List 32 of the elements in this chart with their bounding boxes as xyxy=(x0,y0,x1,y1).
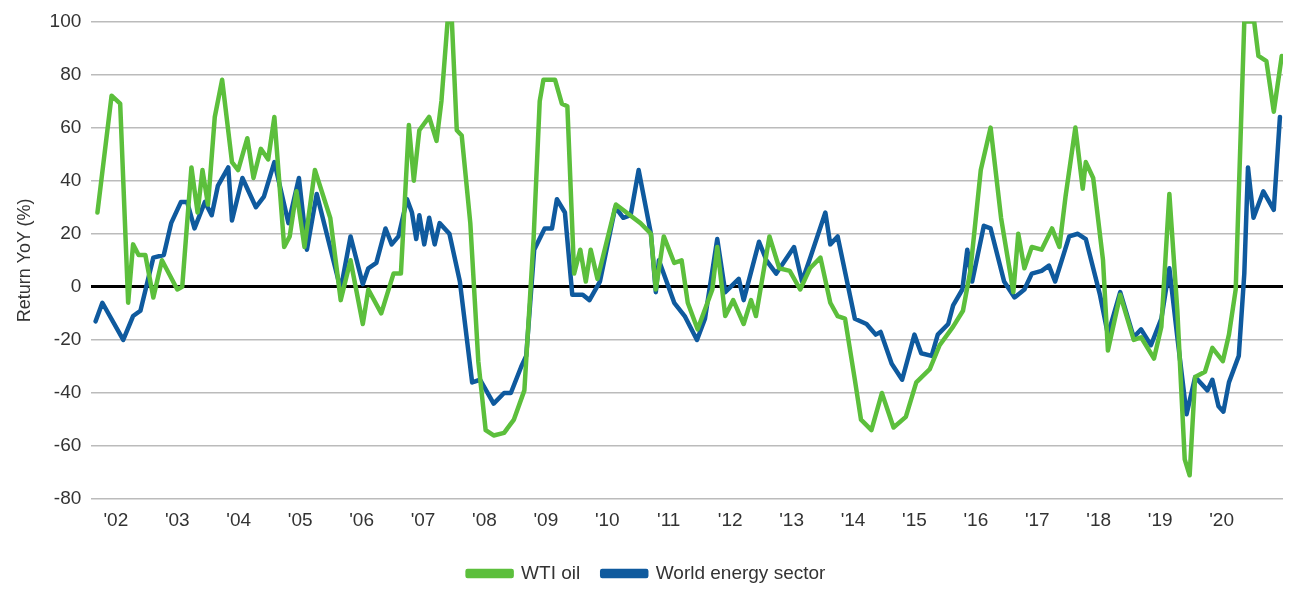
y-axis-title: Return YoY (%) xyxy=(13,198,34,323)
y-tick-label: 20 xyxy=(60,221,82,243)
y-tick-label: 40 xyxy=(60,168,82,190)
y-tick-label: 80 xyxy=(60,62,82,84)
y-tick-label: -20 xyxy=(53,328,82,350)
x-tick-label: '14 xyxy=(840,508,866,530)
y-tick-label: 0 xyxy=(70,275,82,297)
y-tick-label: -40 xyxy=(53,381,82,403)
x-tick-label: '05 xyxy=(287,508,313,530)
x-tick-label: '19 xyxy=(1147,508,1173,530)
y-tick-label: 60 xyxy=(60,115,82,137)
x-tick-label: '12 xyxy=(717,508,743,530)
x-tick-label: '20 xyxy=(1209,508,1234,530)
x-tick-label: '09 xyxy=(533,508,559,530)
x-tick-label: '17 xyxy=(1024,508,1050,530)
legend-label: WTI oil xyxy=(521,561,581,583)
x-tick-label: '08 xyxy=(472,508,497,530)
x-tick-label: '04 xyxy=(226,508,252,530)
y-tick-label: 100 xyxy=(49,9,82,31)
x-tick-label: '13 xyxy=(779,508,804,530)
x-tick-label: '18 xyxy=(1086,508,1112,530)
legend-label: World energy sector xyxy=(655,561,827,583)
x-tick-label: '11 xyxy=(657,508,681,530)
x-tick-label: '10 xyxy=(594,508,620,530)
x-tick-label: '02 xyxy=(103,508,129,530)
x-tick-label: '15 xyxy=(902,508,927,530)
y-tick-label: -60 xyxy=(53,434,82,456)
y-tick-label: -80 xyxy=(53,487,82,509)
x-tick-label: '06 xyxy=(349,508,374,530)
x-tick-label: '16 xyxy=(963,508,989,530)
x-tick-label: '03 xyxy=(164,508,190,530)
x-tick-label: '07 xyxy=(410,508,436,530)
